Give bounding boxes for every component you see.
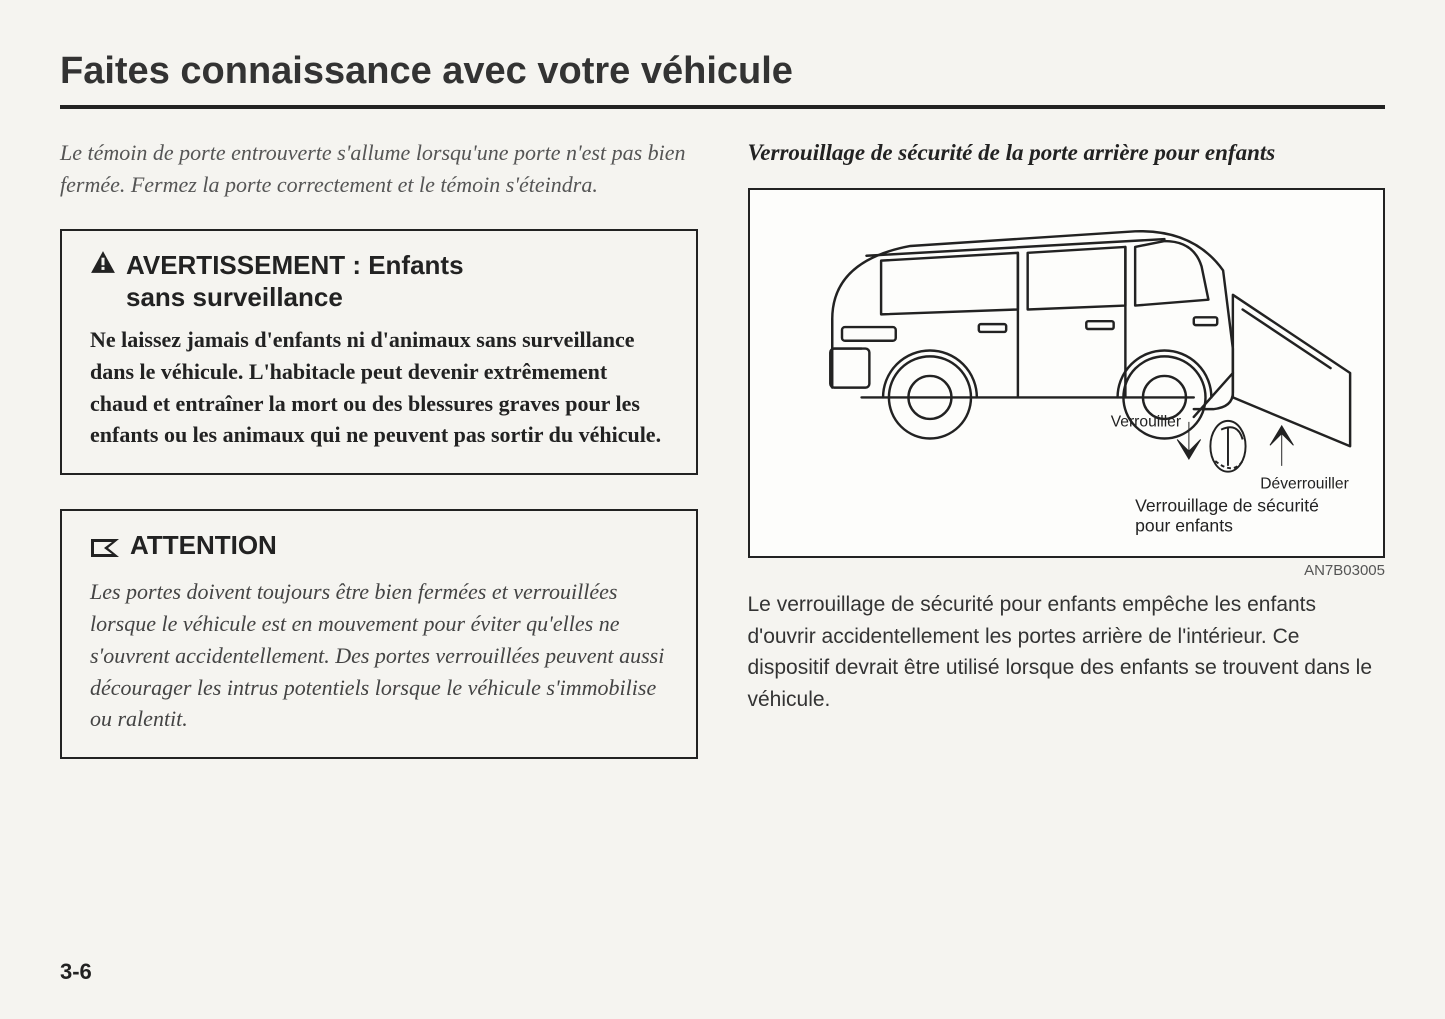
intro-paragraph: Le témoin de porte entrouverte s'allume … [60, 137, 698, 201]
warning-heading-line1: AVERTISSEMENT : Enfants [126, 250, 464, 280]
warning-heading: AVERTISSEMENT : Enfants sans surveillanc… [90, 249, 668, 314]
vehicle-illustration: Verrouiller Déverrouiller Verrouillage d… [762, 202, 1372, 544]
figure-label-unlock: Déverrouiller [1260, 475, 1349, 492]
warning-body: Ne laissez jamais d'enfants ni d'animaux… [90, 324, 668, 452]
right-body-paragraph: Le verrouillage de sécurité pour enfants… [748, 589, 1386, 715]
attention-flag-icon [90, 533, 120, 566]
warning-triangle-icon [90, 249, 116, 282]
figure-caption-line2: pour enfants [1135, 515, 1233, 535]
attention-heading: ATTENTION [90, 529, 668, 566]
figure-code: AN7B03005 [748, 562, 1386, 579]
right-section-heading: Verrouillage de sécurité de la porte arr… [748, 137, 1386, 168]
right-column: Verrouillage de sécurité de la porte arr… [748, 137, 1386, 793]
vehicle-figure: Verrouiller Déverrouiller Verrouillage d… [748, 188, 1386, 558]
content-columns: Le témoin de porte entrouverte s'allume … [60, 137, 1385, 793]
figure-label-lock: Verrouiller [1110, 414, 1180, 431]
attention-body: Les portes doivent toujours être bien fe… [90, 576, 668, 735]
figure-caption-line1: Verrouillage de sécurité [1135, 496, 1319, 516]
attention-box: ATTENTION Les portes doivent toujours êt… [60, 509, 698, 759]
warning-box: AVERTISSEMENT : Enfants sans surveillanc… [60, 229, 698, 476]
warning-heading-line2: sans surveillance [126, 281, 464, 314]
page-number: 3-6 [60, 959, 92, 985]
left-column: Le témoin de porte entrouverte s'allume … [60, 137, 698, 793]
page-title: Faites connaissance avec votre véhicule [60, 50, 1385, 109]
attention-heading-text: ATTENTION [130, 529, 277, 562]
